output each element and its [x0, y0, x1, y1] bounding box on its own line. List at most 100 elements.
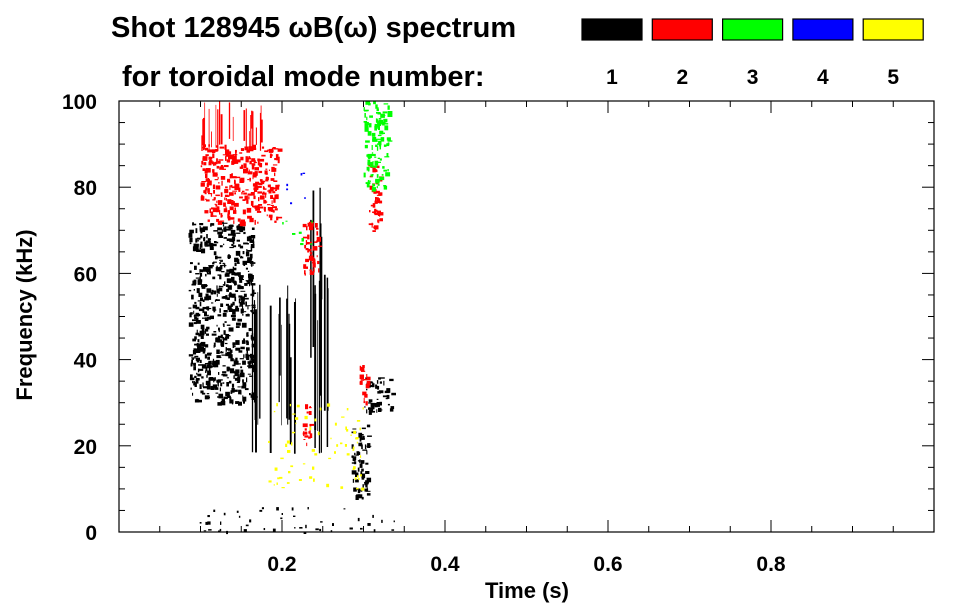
spectrum-cell	[265, 193, 267, 198]
spectrum-cell	[232, 155, 237, 161]
spectrum-cell	[308, 225, 314, 231]
spectrum-cell	[202, 382, 204, 387]
spectrum-cell	[215, 149, 218, 152]
spectrum-cell	[362, 484, 364, 488]
spectrum-cell	[204, 363, 209, 365]
spectrum-cell	[312, 466, 315, 470]
spectrum-cell	[200, 235, 203, 239]
spectrum-cell	[222, 374, 228, 377]
spectrum-cell	[226, 382, 229, 387]
spectrum-cell	[293, 515, 296, 517]
spectrum-cell	[245, 157, 249, 163]
spectrum-cell	[217, 339, 223, 343]
spectrum-cell	[298, 479, 302, 481]
spectrum-cell	[254, 205, 258, 209]
spectrum-cell	[216, 165, 219, 169]
spectrum-cell	[235, 149, 237, 153]
spectrum-cell	[195, 277, 200, 279]
spectrum-cell	[227, 254, 230, 259]
spectrum-cell	[218, 234, 222, 238]
spectrum-cell	[243, 399, 245, 404]
spectrum-cell	[366, 493, 371, 496]
spectrum-cell	[247, 305, 251, 307]
spectrum-cell	[353, 461, 357, 465]
spectrum-cell	[205, 240, 211, 244]
spectrum-cell	[242, 382, 247, 387]
spectrum-cell	[189, 312, 192, 318]
spectrum-cell	[206, 374, 208, 378]
spectrum-cell	[203, 530, 207, 532]
spectrum-cell	[313, 478, 315, 482]
spectrum-cell	[257, 186, 260, 188]
spectrum-cell	[236, 232, 241, 234]
spectrum-cell	[228, 308, 233, 312]
spectrum-cell	[217, 291, 220, 294]
spectrum-cell	[372, 167, 376, 173]
spectrum-cell	[210, 193, 212, 197]
spectrum-cell	[376, 398, 379, 400]
spectrum-cell	[368, 399, 373, 403]
spectrum-cell	[254, 219, 256, 225]
spectrum-plot-area	[188, 101, 396, 535]
spectrum-cell	[208, 161, 212, 166]
spectrum-cell	[217, 221, 223, 225]
spectrum-cell	[222, 382, 225, 384]
spectrum-cell	[369, 115, 373, 118]
spectrum-cell	[266, 214, 268, 217]
spectrum-cell	[217, 200, 223, 206]
spectrum-cell	[197, 343, 202, 349]
spectrum-cell	[247, 179, 250, 181]
spectrum-cell	[360, 379, 365, 381]
spectrum-cell	[309, 433, 313, 438]
spectrum-cell	[354, 456, 357, 461]
spectrum-cell	[206, 288, 212, 293]
spectrum-cell	[216, 288, 219, 293]
spectrum-cell	[302, 223, 307, 228]
spectrum-cell	[359, 463, 363, 468]
spectrum-cell	[227, 213, 230, 219]
spectrum-cell	[223, 208, 228, 213]
spectrum-cell	[360, 366, 365, 372]
spectrum-cell	[237, 318, 242, 322]
spectrum-cell	[199, 276, 201, 281]
spectrum-cell	[273, 484, 275, 486]
spectrum-cell	[193, 310, 195, 315]
spectrum-cell	[305, 404, 309, 410]
spectrum-cell	[199, 225, 201, 230]
spectrum-cell	[191, 283, 196, 286]
spectrum-cell	[208, 308, 212, 310]
spectrum-cell	[387, 140, 393, 142]
spectrum-cell	[367, 435, 372, 437]
spectrum-cell	[372, 408, 374, 411]
spectrum-cell	[202, 299, 205, 302]
spectrum-cell	[234, 207, 236, 211]
spectrum-cell	[346, 408, 349, 411]
spectrum-cell	[315, 223, 318, 228]
legend-label-mode-2: 2	[676, 66, 688, 89]
spectrum-cell	[377, 219, 379, 223]
spectrum-cell	[208, 156, 211, 160]
spectrum-cell	[234, 183, 240, 188]
spectrum-cell	[249, 178, 251, 182]
spectrum-cell	[220, 303, 224, 307]
spectrum-cell	[232, 364, 236, 367]
spectrum-cell	[217, 335, 222, 338]
spectrum-cell	[384, 156, 390, 158]
spectrum-cell	[240, 309, 244, 314]
spectrum-cell	[209, 315, 214, 320]
spectrum-cell	[216, 158, 218, 163]
spectrum-cell	[355, 472, 359, 477]
spectrum-cell	[217, 382, 219, 387]
spectrum-cell	[232, 384, 234, 388]
spectrum-cell	[265, 172, 268, 175]
spectrum-cell	[221, 265, 227, 267]
spectrum-cell	[221, 271, 225, 273]
spectrum-cell	[226, 366, 230, 372]
spectrum-cell	[383, 122, 386, 125]
spectrum-cell	[247, 270, 250, 272]
spectrum-cell	[190, 387, 192, 390]
spectrum-cell	[215, 204, 218, 207]
spectrum-cell	[212, 243, 217, 247]
spectrum-cell	[372, 184, 376, 187]
spectrum-cell	[205, 147, 209, 151]
